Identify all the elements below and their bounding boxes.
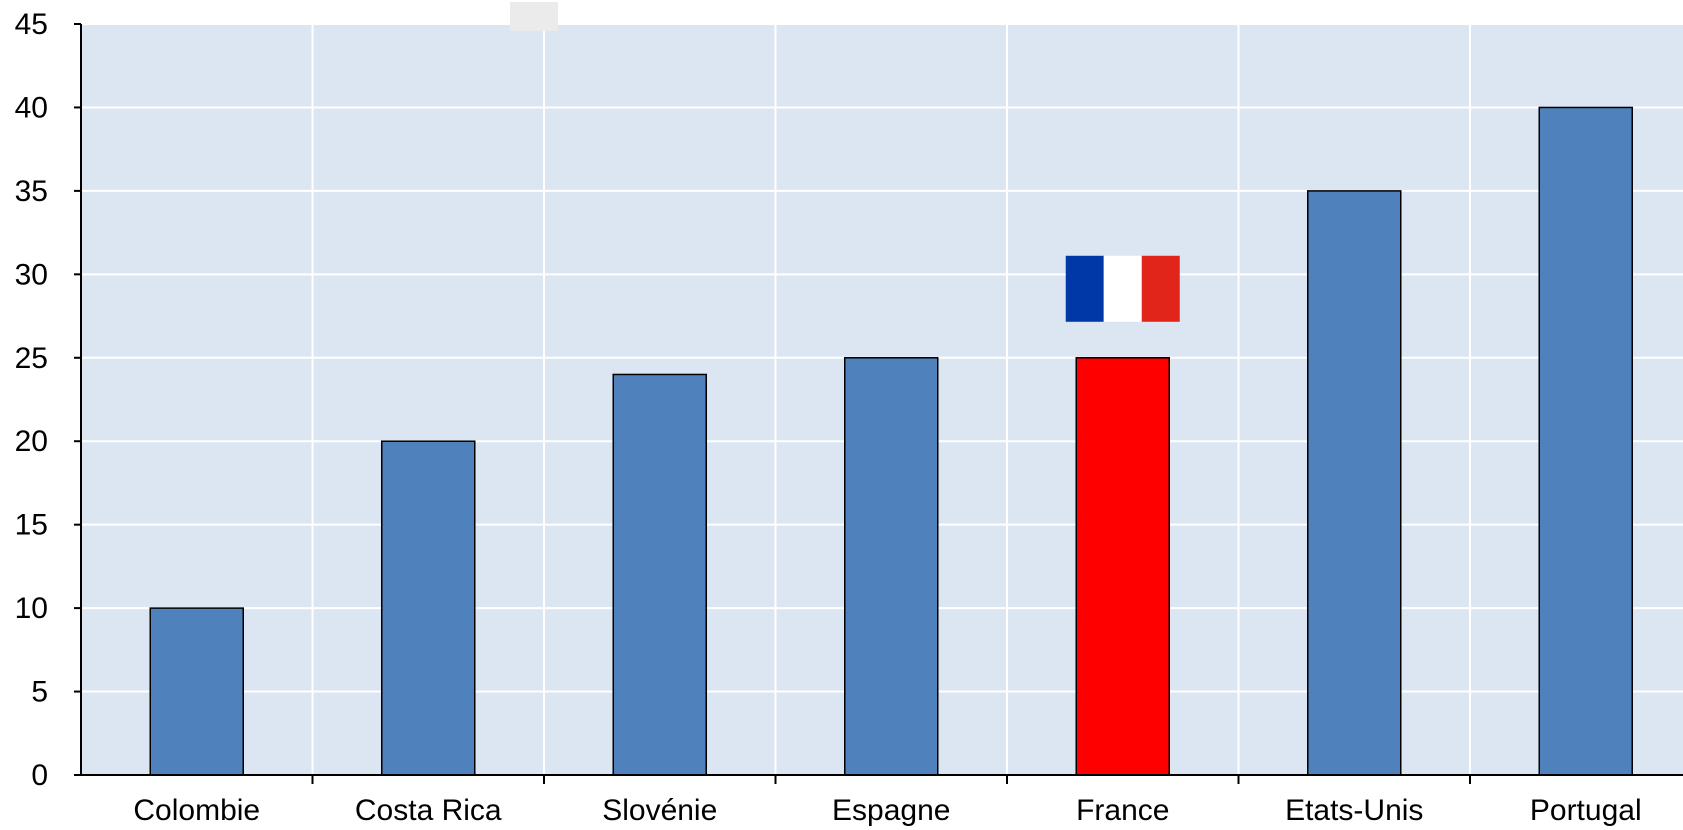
bar [844, 357, 939, 776]
x-tick-label: Costa Rica [355, 794, 502, 827]
y-tick-label: 45 [15, 8, 48, 41]
x-tick-label: Etats-Unis [1285, 794, 1423, 827]
x-tick-label: Slovénie [602, 794, 717, 827]
y-tick-label: 35 [15, 175, 48, 208]
flag-stripe [1103, 255, 1142, 322]
french-flag-icon [1065, 255, 1180, 322]
x-tick-label: Colombie [133, 794, 260, 827]
y-tick-label: 40 [15, 91, 48, 124]
bar [612, 373, 707, 776]
y-tick-label: 5 [31, 676, 48, 709]
bar [149, 607, 244, 776]
x-tick-label: France [1076, 794, 1169, 827]
bar [1538, 106, 1633, 776]
x-axis-ticks: Colombie Costa Rica Slovénie Espagne France E… [133, 775, 1642, 827]
y-tick-label: 20 [15, 425, 48, 458]
flag-stripe [1065, 255, 1104, 322]
bars [149, 106, 1633, 776]
y-tick-label: 0 [31, 759, 48, 792]
bar [381, 440, 476, 776]
legend-placeholder [510, 2, 558, 31]
y-tick-label: 25 [15, 342, 48, 375]
y-axis-ticks: 0 5 10 15 20 25 30 35 40 45 [15, 8, 81, 792]
flag-stripe [1141, 255, 1180, 322]
y-tick-label: 10 [15, 592, 48, 625]
x-tick-label: Portugal [1530, 794, 1642, 827]
bar [1307, 190, 1402, 776]
x-tick-label: Espagne [832, 794, 950, 827]
bar [1075, 357, 1170, 776]
y-tick-label: 15 [15, 509, 48, 542]
y-tick-label: 30 [15, 258, 48, 291]
